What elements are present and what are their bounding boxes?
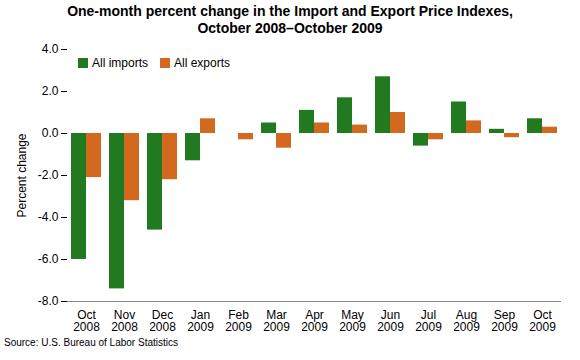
html-text:October 2008–October 2009: October 2008–October 2009 (197, 20, 383, 36)
svg-text:Sep2009: Sep2009 (491, 308, 518, 334)
svg-text:Jun2009: Jun2009 (377, 308, 404, 334)
svg-text:Jan2009: Jan2009 (187, 308, 214, 334)
html-text:Source: U.S. Bureau of Labor S: Source: U.S. Bureau of Labor Statistics (4, 337, 178, 348)
html-text:One-month percent change in th: One-month percent change in the Import a… (67, 3, 513, 19)
svg-text:Jul2009: Jul2009 (415, 308, 442, 334)
svg-text:Mar2009: Mar2009 (263, 308, 290, 334)
svg-text:Nov2008: Nov2008 (111, 308, 138, 334)
svg-text:May2009: May2009 (339, 308, 366, 334)
svg-text:2.0: 2.0 (42, 84, 59, 98)
svg-text:-2.0: -2.0 (38, 168, 59, 182)
svg-text:Oct2009: Oct2009 (529, 308, 556, 334)
svg-text:Percent change: Percent change (15, 133, 29, 217)
svg-text:-8.0: -8.0 (38, 294, 59, 308)
svg-text:-4.0: -4.0 (38, 210, 59, 224)
svg-text:4.0: 4.0 (42, 42, 59, 56)
svg-text:Apr2009: Apr2009 (301, 308, 328, 334)
html-text:All exports: All exports (174, 56, 230, 70)
svg-text:Dec2008: Dec2008 (149, 308, 176, 334)
svg-text:Feb2009: Feb2009 (225, 308, 252, 334)
svg-text:Aug2009: Aug2009 (453, 308, 480, 334)
svg-text:0.0: 0.0 (42, 126, 59, 140)
html-text:All imports: All imports (92, 56, 148, 70)
svg-text:-6.0: -6.0 (38, 252, 59, 266)
svg-text:Oct2008: Oct2008 (73, 308, 100, 334)
